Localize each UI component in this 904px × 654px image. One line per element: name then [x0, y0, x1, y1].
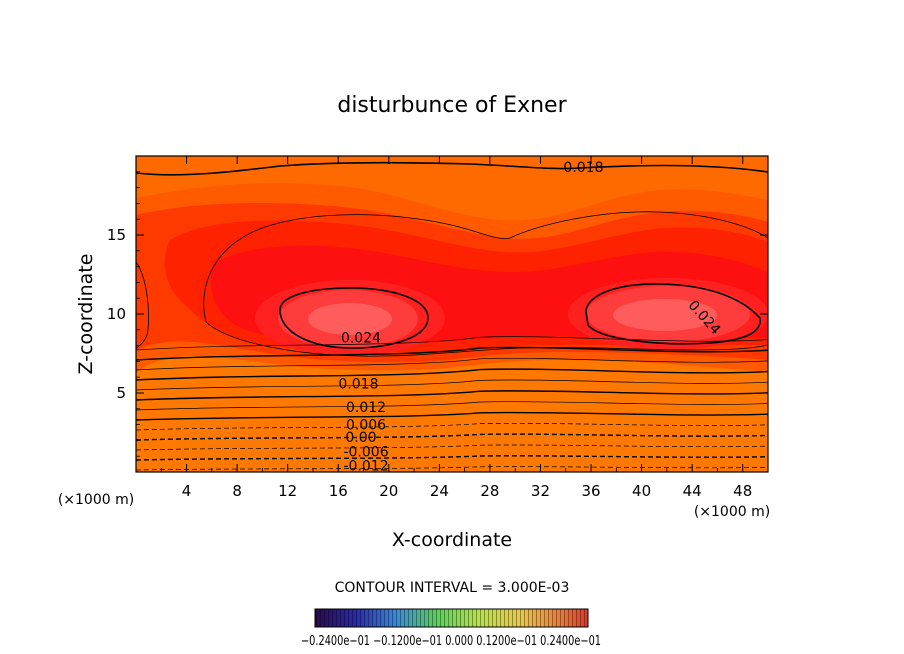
core-left-inner [308, 303, 392, 335]
x-axis-ticks: 4 8 12 16 20 24 28 32 36 40 44 48 [160, 156, 752, 500]
contour-line-strat-6 [136, 401, 768, 411]
contour-line-strat-1 [136, 455, 768, 461]
contour-line-0.024-right [585, 283, 761, 345]
x-tick-label: 40 [632, 482, 651, 500]
contour-label: 0.018 [338, 377, 378, 393]
contour-line-strat-4 [136, 422, 768, 431]
contour-label: 0.00 [345, 430, 376, 446]
contour-line-strat-8 [136, 379, 768, 391]
x-tick-label: 28 [480, 482, 499, 500]
chart-title: disturbunce of Exner [337, 93, 567, 118]
x-tick-label: 32 [531, 482, 550, 500]
x-tick-label: 8 [232, 482, 242, 500]
contour-line-0.021-bottom [205, 321, 768, 357]
x-unit-left: (×1000 m) [58, 492, 134, 508]
y-axis-ticks: 5 10 15 [107, 171, 768, 457]
contour-line-strat-3 [136, 433, 768, 441]
x-tick-label: 20 [379, 482, 398, 500]
x-tick-label: 36 [581, 482, 600, 500]
colorbar-stripes [315, 609, 588, 627]
contour-label: -0.012 [343, 459, 388, 475]
contour-label: 0.006 [346, 418, 386, 434]
x-tick-label: 12 [278, 482, 297, 500]
x-tick-label: 16 [329, 482, 348, 500]
x-tick-label: 44 [683, 482, 702, 500]
contour-label: 0.018 [563, 160, 603, 176]
contour-line-strat-5 [136, 411, 768, 421]
contour-line-0.018-top [136, 161, 768, 176]
contour-label: 0.024 [341, 331, 381, 347]
x-tick-label: 48 [733, 482, 752, 500]
core-right-inner [613, 299, 717, 331]
high-region [136, 183, 768, 372]
y-axis-label: Z-coordinate [75, 254, 97, 375]
contour-interval-label: CONTOUR INTERVAL = 3.000E-03 [335, 580, 570, 596]
y-tick-label: 10 [107, 305, 126, 323]
contour-line-strat-7 [136, 390, 768, 401]
plot-area [136, 156, 768, 472]
contour-line-strat-12 [136, 336, 768, 351]
contour-label: 0.012 [346, 400, 386, 416]
y-tick-label: 5 [116, 384, 126, 402]
contour-line-strat-11 [136, 346, 768, 361]
contour-line-0.021-left [203, 211, 768, 323]
contour-lines [136, 161, 768, 471]
y-tick-label: 15 [107, 226, 126, 244]
contour-line-strat-10 [136, 357, 768, 371]
contour-line-0.024-left [279, 287, 429, 349]
contour-line-strat-2 [136, 444, 768, 451]
x-tick-label: 24 [430, 482, 449, 500]
x-tick-label: 4 [182, 482, 192, 500]
colorbar: −0.2400e−01 −0.1200e−01 0.000 0.1200e−01… [301, 608, 601, 649]
contour-line-0.021-edge [136, 261, 149, 349]
contour-line-strat-0 [136, 466, 768, 471]
colorbar-labels: −0.2400e−01 −0.1200e−01 0.000 0.1200e−01… [301, 634, 601, 649]
x-unit-right: (×1000 m) [694, 504, 770, 520]
x-axis-label: X-coordinate [392, 529, 512, 551]
contour-label: -0.006 [343, 444, 388, 460]
contour-line-strat-9 [136, 368, 768, 381]
